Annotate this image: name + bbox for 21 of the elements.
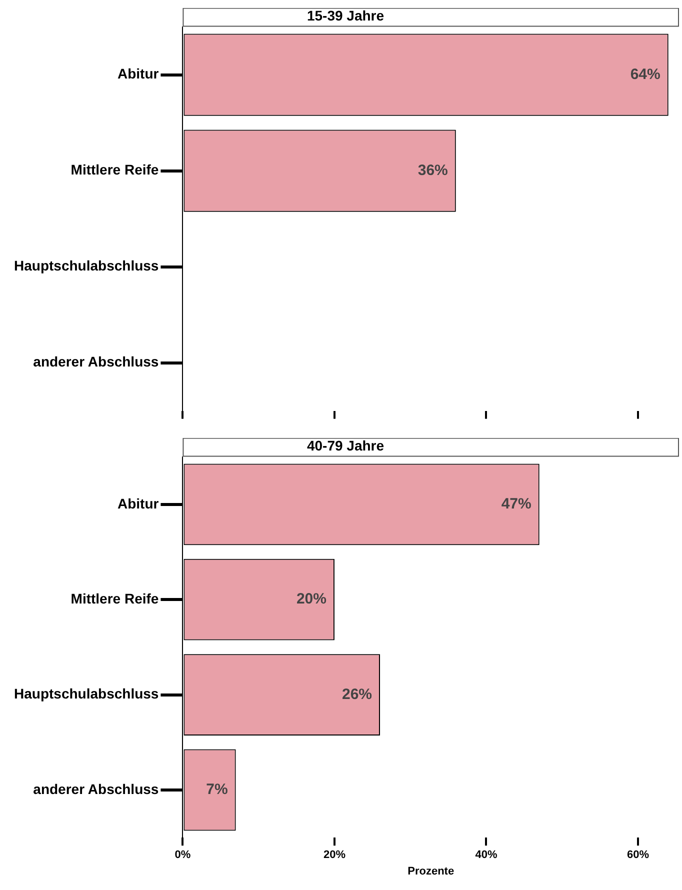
y-tick-label: anderer Abschluss bbox=[33, 354, 159, 370]
y-tick-label: Hauptschulabschluss bbox=[14, 686, 159, 702]
data-label: 7% bbox=[206, 781, 228, 798]
y-tick-label: Hauptschulabschluss bbox=[14, 258, 159, 274]
y-tick-label: Abitur bbox=[117, 66, 160, 82]
data-label: 26% bbox=[342, 686, 372, 703]
data-label: 64% bbox=[630, 66, 660, 83]
y-tick-label: Mittlere Reife bbox=[70, 162, 159, 178]
chart-title: 15-39 Jahre bbox=[306, 7, 384, 24]
y-tick-label: anderer Abschluss bbox=[33, 780, 159, 797]
x-tick-label: 40% bbox=[475, 849, 498, 862]
y-tick-label: Mittlere Reife bbox=[70, 590, 159, 606]
x-tick-label: 60% bbox=[627, 849, 650, 862]
x-axis-title: Prozente bbox=[408, 865, 454, 878]
y-tick-label: Abitur bbox=[117, 495, 160, 512]
data-label: 47% bbox=[501, 496, 532, 513]
x-tick-label: 0% bbox=[174, 849, 191, 862]
data-label: 20% bbox=[296, 590, 326, 608]
x-tick-label: 20% bbox=[323, 849, 346, 862]
data-label: 36% bbox=[418, 162, 448, 179]
chart-title: 40-79 Jahre bbox=[306, 437, 384, 454]
